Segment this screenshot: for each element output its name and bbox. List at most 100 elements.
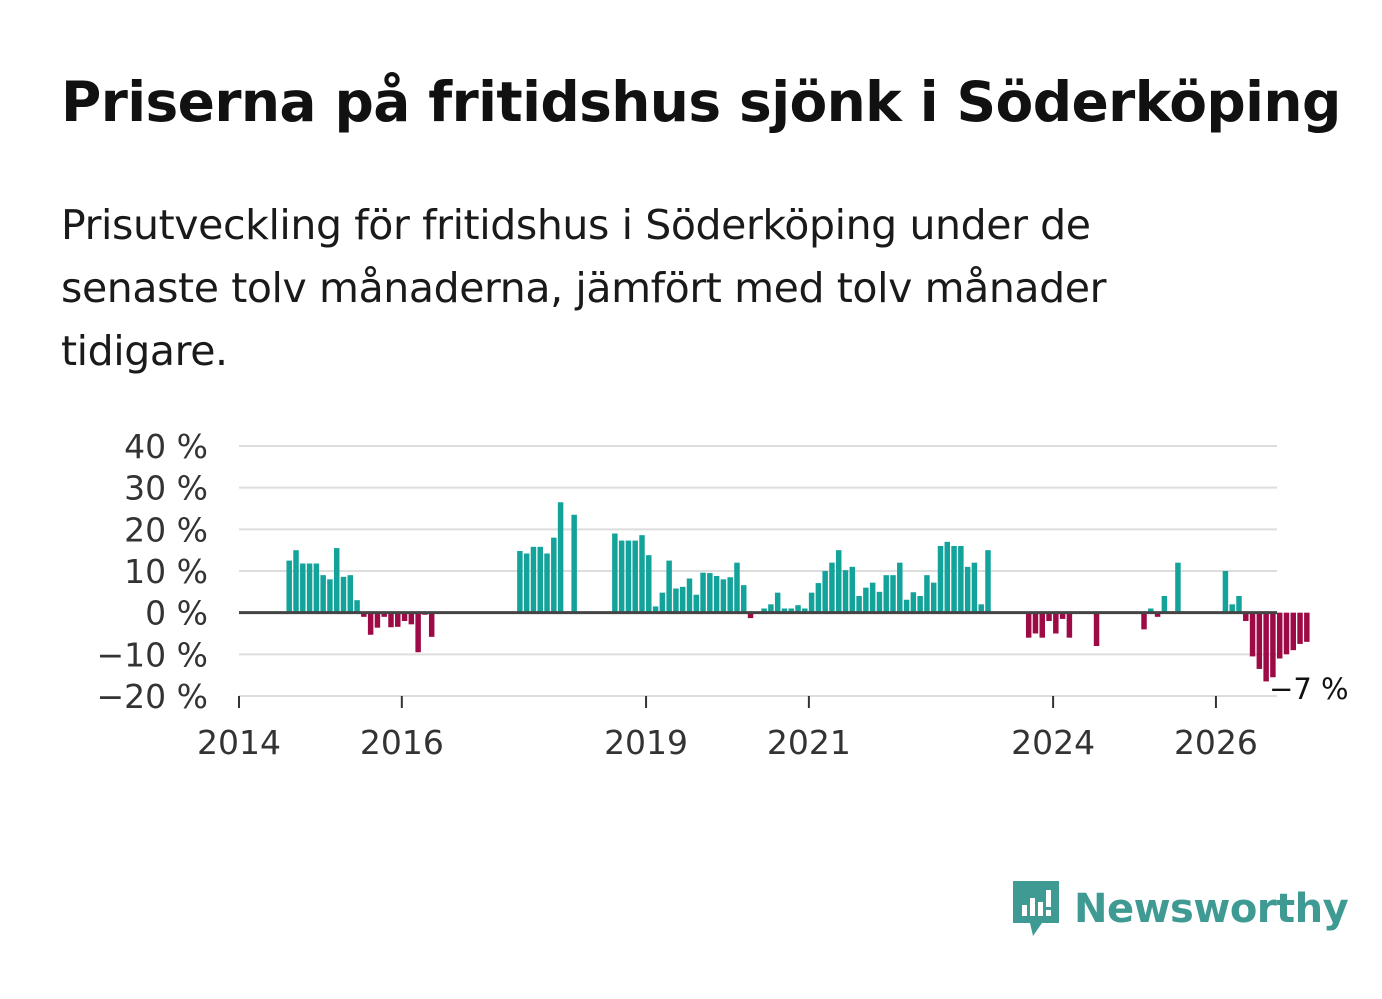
bar xyxy=(1304,612,1310,642)
y-tick-label: −20 % xyxy=(97,677,209,716)
chart-title: Priserna på fritidshus sjönk i Söderköpi… xyxy=(61,70,1341,134)
x-tick-label: 2016 xyxy=(360,723,444,762)
bar xyxy=(1148,608,1154,613)
bar xyxy=(537,546,543,613)
bar xyxy=(557,502,564,613)
y-tick-label: 0 % xyxy=(145,594,208,633)
bar xyxy=(388,612,394,628)
bar xyxy=(910,592,917,613)
brand-name: Newsworthy xyxy=(1074,886,1349,932)
bar xyxy=(836,550,842,613)
bar xyxy=(1243,612,1249,621)
bar xyxy=(1141,612,1147,630)
bar xyxy=(1263,612,1269,682)
bar xyxy=(1236,596,1242,613)
bar xyxy=(517,551,523,613)
bar xyxy=(958,546,964,613)
x-tick-label: 2014 xyxy=(197,723,281,762)
bar xyxy=(320,575,326,613)
x-tick-label: 2019 xyxy=(604,723,688,762)
bar xyxy=(646,555,652,613)
bar xyxy=(625,540,632,613)
bar xyxy=(381,612,387,617)
bar xyxy=(795,605,801,613)
bar xyxy=(890,575,896,613)
bar xyxy=(1276,612,1283,659)
bar xyxy=(1175,562,1181,613)
bar xyxy=(544,553,550,613)
bar xyxy=(808,592,815,613)
bar xyxy=(313,563,320,613)
newsworthy-logo-icon xyxy=(1013,881,1059,936)
x-tick-label: 2026 xyxy=(1174,723,1258,762)
bar xyxy=(788,608,794,613)
bar xyxy=(856,596,862,613)
bar xyxy=(415,612,421,653)
bar xyxy=(652,606,659,613)
bar xyxy=(361,612,367,617)
bar xyxy=(876,591,883,613)
x-tick-label: 2021 xyxy=(767,723,851,762)
bar xyxy=(679,586,686,613)
bar xyxy=(903,599,910,613)
bar xyxy=(401,612,408,621)
bar xyxy=(842,570,849,613)
bar xyxy=(340,576,347,613)
bar xyxy=(863,587,869,613)
bar xyxy=(883,575,889,613)
y-tick-label: 20 % xyxy=(124,510,208,549)
bar xyxy=(428,612,435,637)
bar xyxy=(707,573,713,613)
bar xyxy=(395,612,401,627)
bar xyxy=(1039,612,1045,638)
bar xyxy=(347,575,354,613)
last-value-annotation: −7 % xyxy=(1269,672,1349,706)
bar xyxy=(917,596,923,613)
bar xyxy=(367,612,374,635)
bar xyxy=(734,562,740,613)
bar xyxy=(1290,612,1297,651)
bar xyxy=(1032,612,1039,634)
bar xyxy=(802,608,808,613)
bar xyxy=(632,540,638,613)
bar xyxy=(408,612,415,625)
bar-chart: 40 %30 %20 %10 %0 %−10 %−20 % 2014 2016 201… xyxy=(96,427,1349,762)
bar xyxy=(781,608,788,613)
bar xyxy=(666,560,672,613)
y-tick-label: 30 % xyxy=(124,469,208,508)
bar xyxy=(1249,612,1256,657)
bar xyxy=(374,612,381,628)
y-tick-label: 10 % xyxy=(124,552,208,591)
x-tick-label: 2024 xyxy=(1011,723,1095,762)
bar xyxy=(924,575,930,613)
chart-subtitle: Prisutveckling för fritidshus i Söderköp… xyxy=(61,201,1107,375)
bar xyxy=(1222,571,1229,613)
bar xyxy=(1066,612,1073,638)
bar xyxy=(354,600,360,613)
bar xyxy=(639,535,645,613)
bar xyxy=(720,579,727,613)
bar xyxy=(673,588,679,613)
bar xyxy=(1046,612,1052,621)
bar xyxy=(1256,612,1263,669)
bar xyxy=(964,566,971,613)
bar xyxy=(686,578,693,613)
bar xyxy=(930,582,937,613)
bar xyxy=(951,546,957,613)
y-tick-label: 40 % xyxy=(124,427,208,466)
bar xyxy=(530,546,537,613)
bar xyxy=(700,572,706,613)
bar xyxy=(659,592,666,613)
bar xyxy=(768,604,774,613)
bar xyxy=(978,604,984,613)
bar xyxy=(727,577,733,613)
bar xyxy=(618,540,625,613)
bar xyxy=(523,553,530,613)
bar xyxy=(1297,612,1303,644)
bar xyxy=(1283,612,1290,655)
bar xyxy=(1059,612,1066,619)
brand[interactable]: Newsworthy xyxy=(1010,878,1349,940)
bar xyxy=(693,594,700,613)
bar xyxy=(327,579,333,613)
bar xyxy=(849,566,856,613)
